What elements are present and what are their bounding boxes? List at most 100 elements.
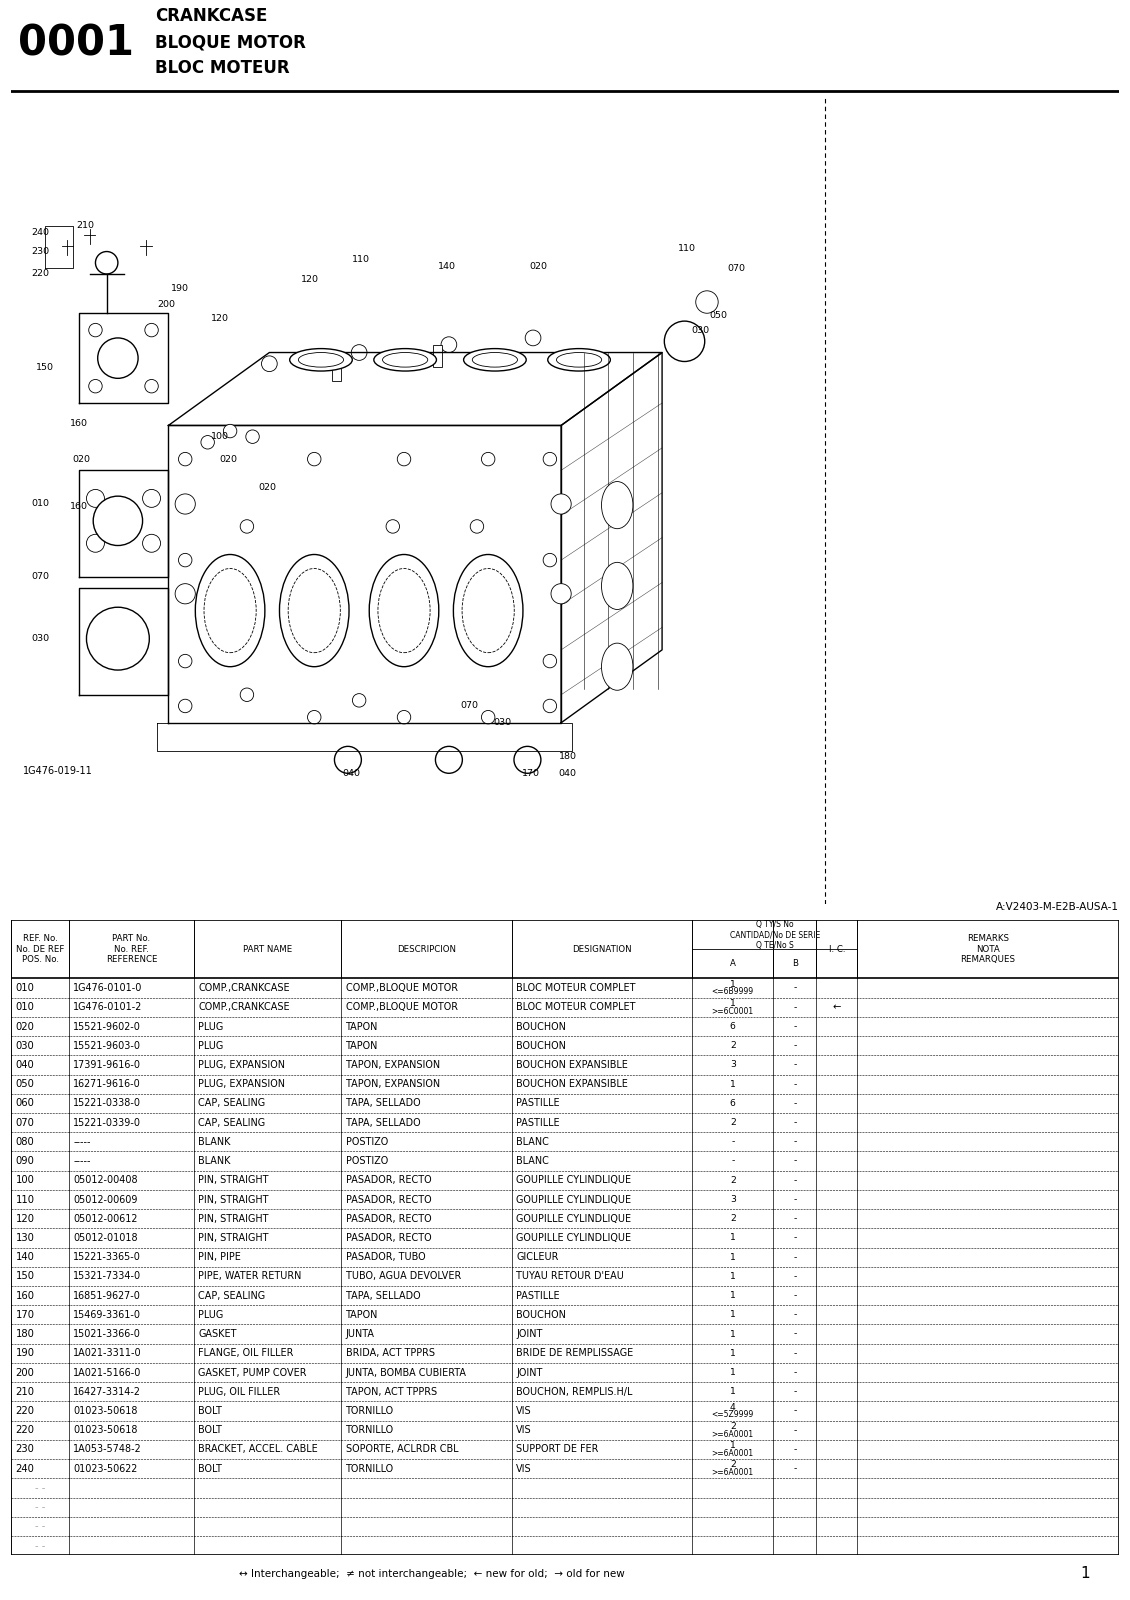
Text: POSTIZO: POSTIZO (346, 1157, 388, 1166)
Text: 15221-0339-0: 15221-0339-0 (73, 1118, 141, 1128)
Circle shape (696, 291, 719, 314)
Text: CAP, SEALING: CAP, SEALING (199, 1291, 266, 1301)
Text: TORNILLO: TORNILLO (346, 1406, 394, 1416)
Ellipse shape (601, 643, 633, 690)
Circle shape (241, 688, 253, 701)
Circle shape (179, 554, 192, 566)
Text: COMP.,BLOQUE MOTOR: COMP.,BLOQUE MOTOR (346, 982, 458, 994)
Text: 05012-00609: 05012-00609 (73, 1195, 138, 1205)
Text: 220: 220 (16, 1426, 35, 1435)
Ellipse shape (463, 349, 527, 371)
Text: 140: 140 (16, 1253, 35, 1262)
Text: 100: 100 (16, 1176, 35, 1186)
Text: VIS: VIS (516, 1464, 532, 1474)
Text: BOUCHON: BOUCHON (516, 1021, 566, 1032)
Text: -: - (793, 1406, 797, 1416)
Text: Q TY/S No
CANTIDAD/No DE SERIE
Q TE/No S: Q TY/S No CANTIDAD/No DE SERIE Q TE/No S (730, 920, 820, 949)
Ellipse shape (374, 349, 436, 371)
Text: 010: 010 (16, 982, 35, 994)
Text: 3: 3 (730, 1061, 736, 1069)
Text: 010: 010 (32, 499, 50, 509)
Circle shape (307, 710, 321, 723)
Bar (332, 358, 341, 381)
Text: BOUCHON EXPANSIBLE: BOUCHON EXPANSIBLE (516, 1078, 628, 1090)
Text: 2: 2 (730, 1042, 736, 1050)
Text: -: - (793, 1387, 797, 1397)
Text: GASKET: GASKET (199, 1330, 237, 1339)
Circle shape (175, 494, 195, 514)
Text: GOUPILLE CYLINDLIQUE: GOUPILLE CYLINDLIQUE (516, 1214, 632, 1224)
Text: -: - (793, 1176, 797, 1186)
Text: CAP, SEALING: CAP, SEALING (199, 1099, 266, 1109)
Text: PIN, STRAIGHT: PIN, STRAIGHT (199, 1195, 269, 1205)
Text: 1A021-3311-0: 1A021-3311-0 (73, 1349, 142, 1358)
Text: TAPON, EXPANSION: TAPON, EXPANSION (346, 1078, 440, 1090)
Text: -: - (793, 1214, 797, 1224)
Text: CRANKCASE: CRANKCASE (155, 6, 268, 26)
Circle shape (551, 584, 571, 603)
Text: B: B (792, 960, 798, 968)
Text: 160: 160 (70, 419, 88, 427)
Text: 070: 070 (32, 573, 50, 581)
Text: TAPA, SELLADO: TAPA, SELLADO (346, 1099, 420, 1109)
Text: 05012-00612: 05012-00612 (73, 1214, 138, 1224)
Text: 01023-50618: 01023-50618 (73, 1406, 138, 1416)
Text: -: - (793, 1042, 797, 1050)
Circle shape (89, 379, 102, 394)
Text: -: - (793, 1138, 797, 1146)
Text: 240: 240 (16, 1464, 35, 1474)
Text: 030: 030 (16, 1040, 35, 1051)
Text: 15521-9602-0: 15521-9602-0 (73, 1021, 141, 1032)
Text: 1: 1 (730, 1291, 736, 1301)
Text: -: - (793, 1464, 797, 1474)
Text: 160: 160 (16, 1291, 35, 1301)
Text: CAP, SEALING: CAP, SEALING (199, 1118, 266, 1128)
Text: -: - (793, 1234, 797, 1243)
Text: 230: 230 (32, 246, 50, 256)
Text: REMARKS
NOTA
REMARQUES: REMARKS NOTA REMARQUES (960, 934, 1016, 965)
Text: BOLT: BOLT (199, 1426, 223, 1435)
Circle shape (93, 496, 142, 546)
Text: >=6A0001: >=6A0001 (712, 1450, 754, 1458)
Text: - -: - - (35, 1522, 45, 1531)
Text: PLUG: PLUG (199, 1040, 224, 1051)
Text: I. C.: I. C. (828, 944, 845, 954)
Text: 230: 230 (16, 1445, 35, 1454)
Text: BLANK: BLANK (199, 1138, 231, 1147)
Text: 070: 070 (728, 264, 745, 274)
Text: PLUG: PLUG (199, 1021, 224, 1032)
Text: 1: 1 (730, 1368, 736, 1378)
Text: BLOC MOTEUR COMPLET: BLOC MOTEUR COMPLET (516, 1002, 636, 1013)
Text: PIN, STRAIGHT: PIN, STRAIGHT (199, 1234, 269, 1243)
Circle shape (261, 355, 277, 371)
Text: 090: 090 (16, 1157, 35, 1166)
Text: -: - (793, 1445, 797, 1454)
Text: 200: 200 (157, 299, 175, 309)
Text: -: - (793, 1291, 797, 1301)
Text: 6: 6 (730, 1022, 736, 1030)
Text: 1: 1 (730, 1234, 736, 1243)
Text: 3: 3 (730, 1195, 736, 1205)
Text: >=6A0001: >=6A0001 (712, 1469, 754, 1477)
Circle shape (386, 520, 400, 533)
Text: ←: ← (833, 1002, 841, 1013)
Text: -: - (793, 1310, 797, 1320)
Circle shape (95, 251, 118, 274)
Text: VIS: VIS (516, 1426, 532, 1435)
Text: BLANC: BLANC (516, 1138, 549, 1147)
Text: 2: 2 (730, 1214, 736, 1224)
Circle shape (398, 710, 410, 723)
Text: 170: 170 (16, 1310, 35, 1320)
Text: 2: 2 (730, 1176, 736, 1186)
Circle shape (87, 534, 104, 552)
Text: 05012-01018: 05012-01018 (73, 1234, 138, 1243)
Text: 030: 030 (32, 634, 50, 643)
Text: PASTILLE: PASTILLE (516, 1099, 559, 1109)
Text: 1: 1 (730, 1442, 736, 1450)
Text: TAPON: TAPON (346, 1021, 379, 1032)
Circle shape (481, 710, 495, 723)
Text: 05012-00408: 05012-00408 (73, 1176, 138, 1186)
Text: SUPPORT DE FER: SUPPORT DE FER (516, 1445, 599, 1454)
Circle shape (145, 379, 158, 394)
Text: 1: 1 (730, 1272, 736, 1282)
